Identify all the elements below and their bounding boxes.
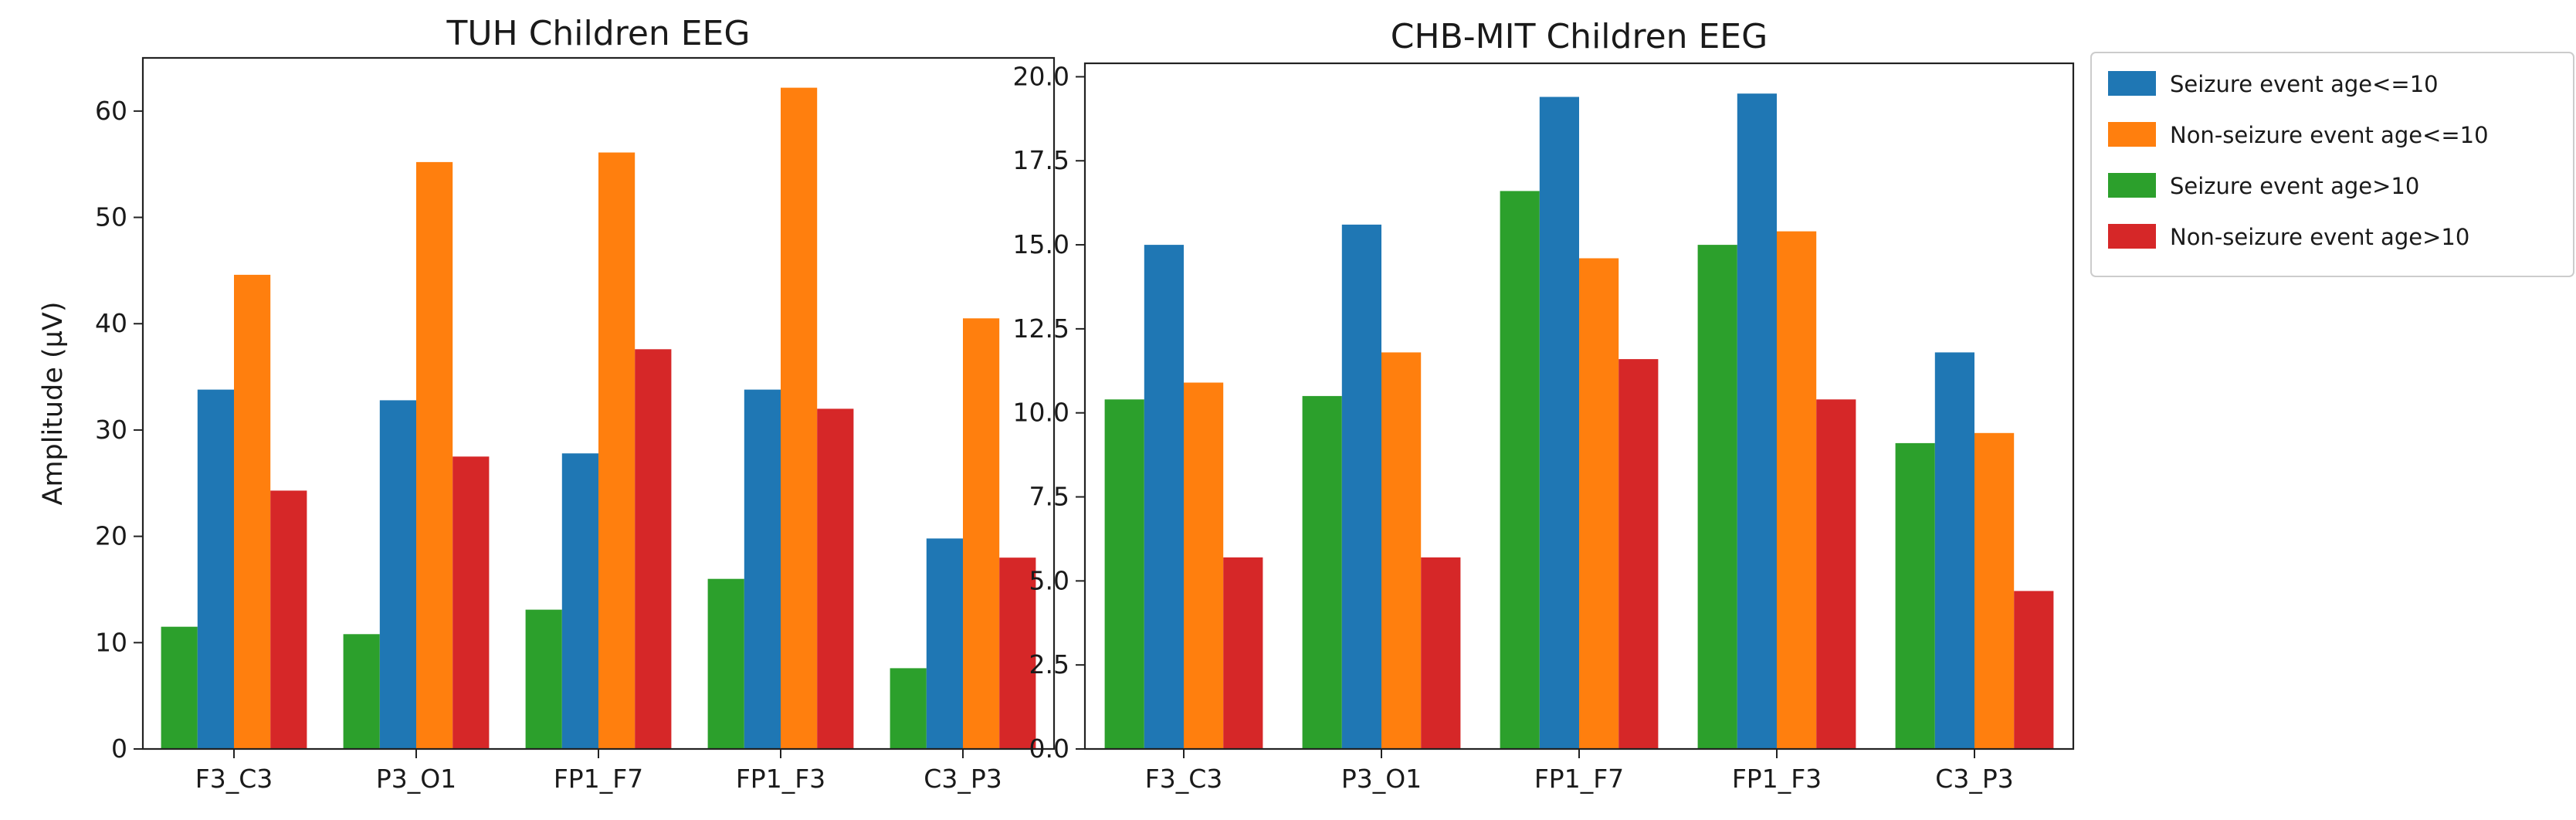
bar-seizure-event-age-10-fp1-f3 [744,389,781,749]
bar-non-seizure-event-age-10-fp1-f7 [1618,359,1659,749]
bar-non-seizure-event-age-10-fp1-f3 [817,408,854,749]
chart-title: CHB-MIT Children EEG [1391,17,1768,56]
x-tick-label-f3-c3: F3_C3 [195,764,273,794]
y-tick-label: 10 [95,627,127,657]
x-tick-label-p3-o1: P3_O1 [1341,764,1422,794]
bar-seizure-event-age-10-c3-p3 [890,668,927,749]
y-tick-label: 2.5 [1029,649,1069,679]
chart-tuh: 0 10 20 30 40 50 60 F3_C3 P3_O1 FP1_F7 FP1_F3 C3_P3… [38,14,1056,794]
legend-swatch-seizure-event-age-10 [2108,173,2156,198]
legend-label-non-seizure-event-age-10: Non-seizure event age<=10 [2170,122,2489,148]
bar-non-seizure-event-age-10-f3-c3 [234,274,271,749]
y-tick-label: 5.0 [1029,565,1069,595]
bar-seizure-event-age-10-f3-c3 [1104,399,1144,749]
legend: Seizure event age<=10 Non-seizure event a… [2090,52,2574,277]
bar-seizure-event-age-10-fp1-f3 [1737,93,1777,749]
bar-non-seizure-event-age-10-c3-p3 [2014,591,2054,749]
bar-non-seizure-event-age-10-f3-c3 [1223,557,1263,749]
bar-non-seizure-event-age-10-p3-o1 [416,161,453,749]
y-tick-label: 30 [95,415,127,445]
bar-seizure-event-age-10-fp1-f7 [561,453,598,749]
y-tick-label: 50 [95,202,127,232]
bar-non-seizure-event-age-10-f3-c3 [1184,382,1224,749]
y-tick-label: 0.0 [1029,734,1069,764]
bar-seizure-event-age-10-fp1-f3 [707,578,744,749]
bar-non-seizure-event-age-10-p3-o1 [1421,557,1461,749]
bar-non-seizure-event-age-10-f3-c3 [270,490,307,749]
bar-seizure-event-age-10-fp1-f7 [1539,97,1579,749]
y-tick-label: 20 [95,521,127,551]
legend-box [2090,52,2574,277]
x-tick-label-p3-o1: P3_O1 [376,764,456,794]
chart-title: TUH Children EEG [446,14,751,53]
y-axis-label: Amplitude (µV) [38,301,69,505]
bar-seizure-event-age-10-p3-o1 [343,634,380,749]
legend-swatch-non-seizure-event-age-10 [2108,224,2156,249]
bar-seizure-event-age-10-fp1-f7 [1500,191,1540,749]
legend-label-seizure-event-age-10: Seizure event age<=10 [2170,71,2439,97]
x-tick-label-f3-c3: F3_C3 [1145,764,1223,794]
bar-seizure-event-age-10-c3-p3 [1895,442,1935,749]
bar-seizure-event-age-10-fp1-f7 [525,609,562,749]
y-tick-label: 40 [95,308,127,338]
y-tick-label: 12.5 [1013,313,1069,344]
bar-non-seizure-event-age-10-fp1-f7 [598,152,636,749]
x-tick-label-c3-p3: C3_P3 [1935,764,2013,794]
x-tick-label-fp1-f7: FP1_F7 [1534,764,1624,794]
bar-non-seizure-event-age-10-fp1-f7 [635,349,672,749]
bar-seizure-event-age-10-fp1-f3 [1697,245,1737,750]
bar-non-seizure-event-age-10-p3-o1 [1381,352,1422,749]
legend-swatch-non-seizure-event-age-10 [2108,122,2156,147]
y-tick-label: 20.0 [1013,61,1069,91]
bar-non-seizure-event-age-10-fp1-f7 [1579,258,1619,749]
bar-seizure-event-age-10-f3-c3 [197,389,234,749]
y-tick-label: 15.0 [1013,229,1069,259]
y-tick-label: 7.5 [1029,482,1069,512]
y-tick-label: 60 [95,96,127,126]
legend-label-non-seizure-event-age-10: Non-seizure event age>10 [2170,224,2469,250]
bar-non-seizure-event-age-10-fp1-f3 [781,87,818,750]
bar-non-seizure-event-age-10-p3-o1 [452,456,490,749]
bar-non-seizure-event-age-10-c3-p3 [1974,432,2015,749]
x-tick-label-fp1-f7: FP1_F7 [554,764,643,794]
x-tick-label-fp1-f3: FP1_F3 [736,764,825,794]
x-tick-label-c3-p3: C3_P3 [924,764,1002,794]
x-tick-label-fp1-f3: FP1_F3 [1732,764,1822,794]
y-tick-label: 17.5 [1013,145,1069,175]
y-tick-label: 0 [111,734,127,764]
bar-seizure-event-age-10-c3-p3 [1934,352,1974,749]
bar-non-seizure-event-age-10-c3-p3 [999,557,1036,749]
bar-seizure-event-age-10-p3-o1 [1302,395,1342,749]
y-tick-label: 10.0 [1013,398,1069,428]
bar-seizure-event-age-10-f3-c3 [1144,245,1184,750]
bar-non-seizure-event-age-10-fp1-f3 [1816,399,1856,749]
legend-swatch-seizure-event-age-10 [2108,71,2156,96]
bar-non-seizure-event-age-10-c3-p3 [963,318,1000,749]
bar-non-seizure-event-age-10-fp1-f3 [1777,231,1817,750]
bar-seizure-event-age-10-c3-p3 [926,538,963,749]
bar-seizure-event-age-10-p3-o1 [379,400,416,749]
chart-chbmit: 0.0 2.5 5.0 7.5 10.0 12.5 15.0 17.5 20.0 F3_C3 P3_… [1013,17,2075,794]
bar-seizure-event-age-10-p3-o1 [1341,224,1381,749]
legend-label-seizure-event-age-10: Seizure event age>10 [2170,173,2419,199]
bar-seizure-event-age-10-f3-c3 [161,626,198,749]
